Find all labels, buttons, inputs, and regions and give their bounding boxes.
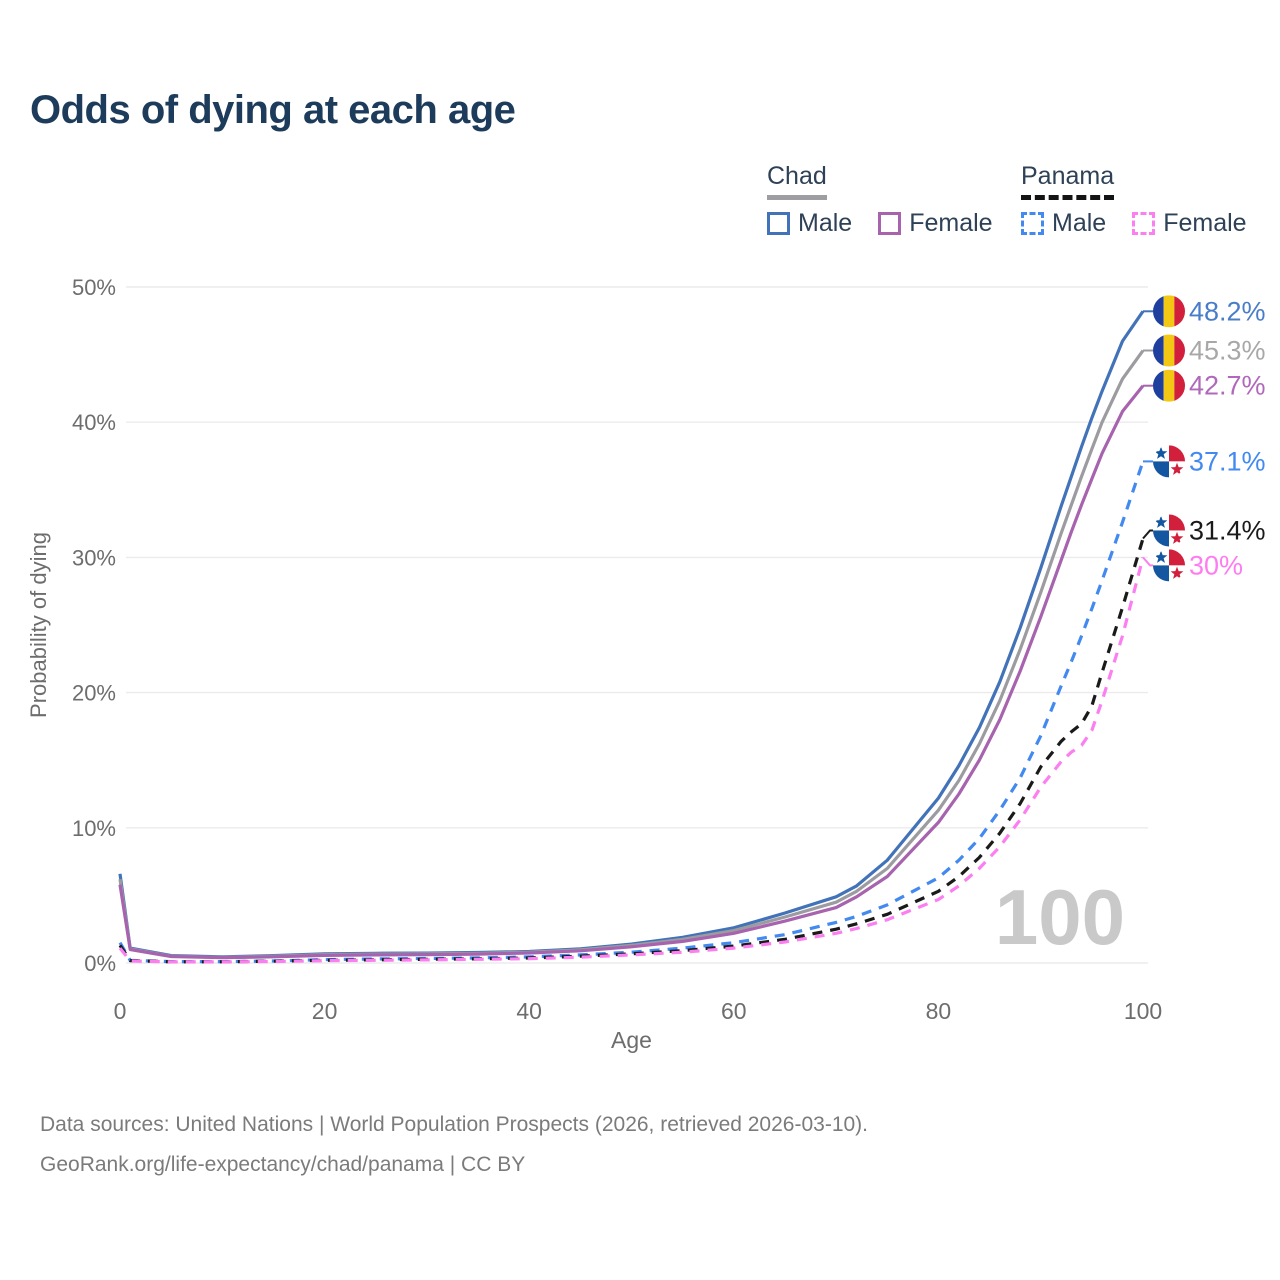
legend-group-panama: Panama Male Female [1021,162,1247,238]
flag-panama-icon [1153,549,1185,582]
x-tick-label: 60 [721,998,747,1024]
y-tick-label: 30% [72,545,116,570]
legend-item-label: Female [1163,209,1247,237]
series-line-chad-female[interactable] [118,384,1145,960]
dashed-line-swatch-icon [1021,212,1044,235]
footer-link[interactable]: GeoRank.org/life-expectancy/chad/panama … [40,1153,526,1176]
footer-sources: Data sources: United Nations | World Pop… [40,1113,869,1136]
x-tick-label: 40 [516,998,542,1024]
page-title: Odds of dying at each age [30,88,516,132]
y-tick-label: 50% [72,275,116,300]
flag-chad-icon [1153,334,1185,367]
solid-line-swatch-icon [878,212,902,235]
series-line-chad-male[interactable] [118,310,1145,959]
end-connector-panama-female [1142,556,1153,567]
series-line-chad-both-sexes[interactable] [118,349,1145,959]
x-tick-label: 80 [926,998,952,1024]
series-line-panama-male[interactable] [118,460,1145,964]
y-tick-label: 10% [72,816,116,841]
legend-item-label: Female [909,209,993,237]
legend-item-label: Male [1052,209,1107,237]
end-label-chad-both-sexes: 45.3% [1189,336,1266,366]
end-label-panama-both-sexes: 31.4% [1189,515,1266,545]
y-tick-label: 20% [72,681,116,706]
solid-line-swatch-icon [767,212,790,235]
legend-title-chad: Chad [767,162,827,200]
series-line-panama-female[interactable] [118,556,1145,964]
end-label-panama-female: 30% [1189,550,1243,580]
end-label-panama-male: 37.1% [1189,446,1266,476]
footer: Data sources: United Nations | World Pop… [40,1105,868,1185]
legend-group-chad: Chad Male Female [767,162,993,238]
end-label-chad-female: 42.7% [1189,371,1266,401]
x-tick-label: 100 [1124,998,1162,1024]
legend-item-panama-male[interactable]: Male [1021,209,1106,238]
end-connector-panama-both-sexes [1142,529,1153,540]
legend-items-panama: Male Female [1021,209,1247,238]
legend-item-chad-female[interactable]: Female [878,209,993,238]
y-axis-title: Probability of dying [26,532,51,718]
dashed-line-swatch-icon [1132,212,1156,235]
legend-item-panama-female[interactable]: Female [1132,209,1247,238]
flag-chad-icon [1153,295,1185,328]
end-label-chad-male: 48.2% [1189,296,1266,326]
y-tick-label: 0% [84,951,116,976]
x-tick-label: 20 [312,998,338,1024]
x-axis-title: Age [611,1027,652,1053]
legend-item-label: Male [798,209,853,237]
legend-title-panama: Panama [1021,162,1115,200]
flag-panama-icon [1153,445,1185,478]
flag-panama-icon [1153,514,1185,547]
x-tick-label: 0 [114,998,127,1024]
watermark-age-label: 100 [995,873,1125,961]
series-line-panama-both-sexes[interactable] [118,538,1145,964]
y-tick-label: 40% [72,410,116,435]
flag-chad-icon [1153,369,1185,402]
legend-items-chad: Male Female [767,209,993,238]
legend-item-chad-male[interactable]: Male [767,209,852,238]
